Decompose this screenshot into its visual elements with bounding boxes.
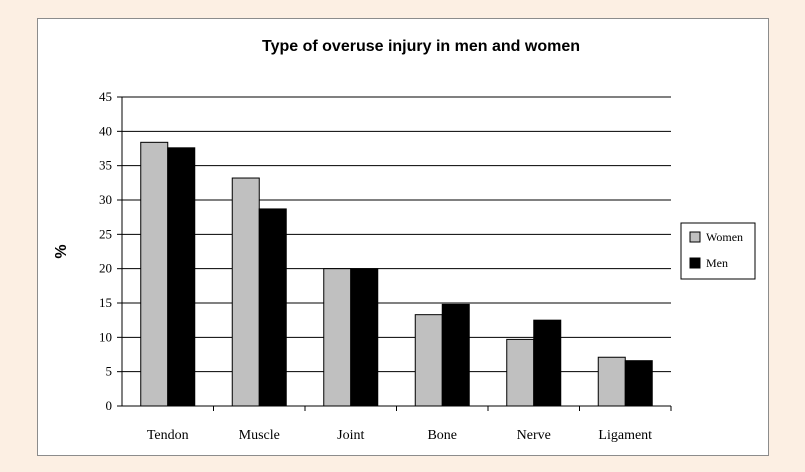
y-tick-label: 40 xyxy=(99,123,112,138)
legend: Women Men xyxy=(680,222,756,280)
bar-women-bone xyxy=(414,314,443,407)
y-axis-label: % xyxy=(53,244,70,258)
y-tick-label: 25 xyxy=(99,226,112,241)
y-tick-label: 5 xyxy=(106,364,113,379)
chart-title: Type of overuse injury in men and women xyxy=(262,38,580,55)
bars xyxy=(140,141,653,407)
bar-men-bone xyxy=(441,303,470,407)
x-category-label: Bone xyxy=(427,428,457,443)
x-category-label: Tendon xyxy=(147,428,189,443)
legend-swatch-men xyxy=(689,257,701,269)
x-category-label: Nerve xyxy=(517,428,551,443)
bar-men-ligament xyxy=(624,360,653,407)
bar-men-joint xyxy=(350,268,379,407)
axes: 0 5 10 15 20 25 30 35 40 45 Tendon Muscle Joint Bone N… xyxy=(99,89,672,443)
x-category-label: Ligament xyxy=(598,428,652,443)
bar-women-ligament xyxy=(597,356,626,407)
y-tick-label: 30 xyxy=(99,192,112,207)
legend-label-women: Women xyxy=(706,230,743,244)
bar-men-nerve xyxy=(533,319,562,407)
bar-women-joint xyxy=(323,268,352,407)
bar-women-tendon xyxy=(140,141,169,407)
y-tick-label: 0 xyxy=(106,398,113,413)
bar-chart: Type of overuse injury in men and women … xyxy=(53,38,756,443)
legend-label-men: Men xyxy=(706,256,728,270)
x-category-label: Joint xyxy=(337,428,364,443)
y-tick-label: 10 xyxy=(99,329,112,344)
y-tick-label: 20 xyxy=(99,261,112,276)
bar-women-nerve xyxy=(506,338,535,407)
bar-women-muscle xyxy=(231,177,260,407)
x-category-label: Muscle xyxy=(239,428,280,443)
bar-men-muscle xyxy=(258,208,287,407)
bar-men-tendon xyxy=(167,147,196,407)
y-tick-label: 45 xyxy=(99,89,112,104)
chart-frame: Type of overuse injury in men and women … xyxy=(37,18,769,456)
y-tick-label: 35 xyxy=(99,158,112,173)
gridlines xyxy=(122,96,671,373)
y-tick-label: 15 xyxy=(99,295,112,310)
legend-swatch-women xyxy=(689,231,701,243)
